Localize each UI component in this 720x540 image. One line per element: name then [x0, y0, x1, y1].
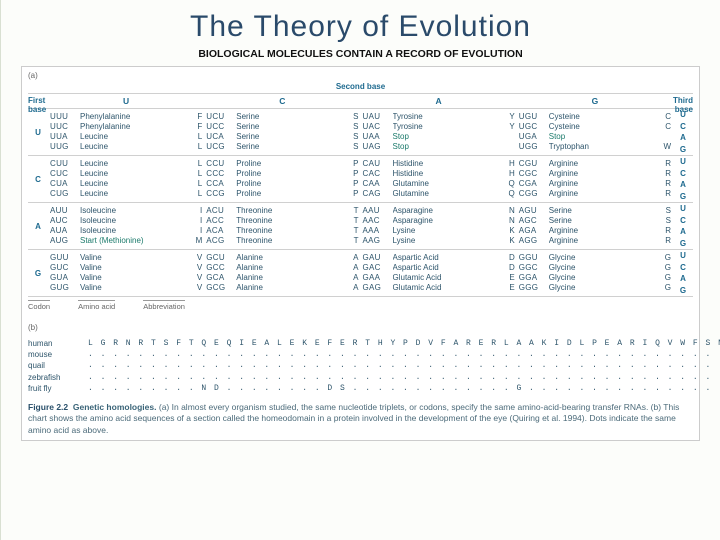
codon-cell: ACUThreonineTACCThreonineTACAThreonineTA…: [204, 203, 360, 250]
codon-cell: AUUIsoleucineIAUCIsoleucineIAUAIsoleucin…: [48, 203, 204, 250]
codon-cell: CUULeucineLCUCLeucineLCUALeucineLCUGLeuc…: [48, 156, 204, 203]
col-header: C: [204, 94, 360, 109]
codon-cell: UGUCysteineCUGCCysteineCUGAStopUGGTrypto…: [517, 109, 673, 156]
row-header: A: [28, 203, 48, 250]
species-seq: . . . . . . . . . . . . . . . . . . . . …: [88, 372, 720, 383]
second-base-header: Second base: [28, 82, 693, 91]
legend-ab: Abbreviation: [143, 300, 185, 311]
codon-cell: UAUTyrosineYUACTyrosineYUAAStopUAGStop: [361, 109, 517, 156]
part-a-tag: (a): [28, 71, 693, 80]
species-seq: . . . . . . . . . . . . . . . . . . . . …: [88, 360, 720, 371]
table-legend: Codon Amino acid Abbreviation: [28, 300, 693, 311]
third-base-col: UCAG: [673, 203, 693, 250]
col-header: G: [517, 94, 673, 109]
species-name: human: [28, 338, 84, 349]
row-header: U: [28, 109, 48, 156]
legend-aa: Amino acid: [78, 300, 115, 311]
species-name: zebrafish: [28, 372, 84, 383]
codon-cell: UUUPhenylalanineFUUCPhenylalanineFUUALeu…: [48, 109, 204, 156]
third-base-header: Thirdbase: [673, 96, 693, 114]
third-base-col: UCAG: [673, 156, 693, 203]
codon-grid: UCAGUUUUPhenylalanineFUUCPhenylalanineFU…: [28, 93, 693, 297]
species-name: fruit fly: [28, 383, 84, 394]
species-seq: L G R N R T S F T Q E Q I E A L E K E F …: [88, 338, 720, 349]
species-name: quail: [28, 360, 84, 371]
figure-caption: Figure 2.2 Genetic homologies. (a) In al…: [28, 402, 693, 436]
codon-cell: GAUAspartic AcidDGACAspartic AcidDGAAGlu…: [361, 250, 517, 297]
codon-cell: CGUArginineRCGCArginineRCGAArginineRCGGA…: [517, 156, 673, 203]
legend-codon: Codon: [28, 300, 50, 311]
slide-subtitle: BIOLOGICAL MOLECULES CONTAIN A RECORD OF…: [21, 48, 700, 60]
codon-cell: CAUHistidineHCACHistidineHCAAGlutamineQC…: [361, 156, 517, 203]
codon-cell: GCUAlanineAGCCAlanineAGCAAlanineAGCGAlan…: [204, 250, 360, 297]
homology-table: humanL G R N R T S F T Q E Q I E A L E K…: [28, 338, 693, 394]
species-seq: . . . . . . . . . N D . . . . . . . . D …: [88, 383, 720, 394]
codon-cell: GUUValineVGUCValineVGUAValineVGUGValineV: [48, 250, 204, 297]
first-base-header: Firstbase: [28, 96, 46, 114]
codon-cell: AGUSerineSAGCSerineSAGAArginineRAGGArgin…: [517, 203, 673, 250]
caption-title: Genetic homologies.: [73, 402, 157, 412]
third-base-col: UCAG: [673, 109, 693, 156]
row-header: C: [28, 156, 48, 203]
third-base-col: UCAG: [673, 250, 693, 297]
codon-cell: GGUGlycineGGGCGlycineGGGAGlycineGGGGGlyc…: [517, 250, 673, 297]
slide: The Theory of Evolution BIOLOGICAL MOLEC…: [0, 0, 720, 540]
row-header: G: [28, 250, 48, 297]
species-name: mouse: [28, 349, 84, 360]
col-header: A: [361, 94, 517, 109]
codon-cell: CCUProlinePCCCProlinePCCAProlinePCCGProl…: [204, 156, 360, 203]
species-seq: . . . . . . . . . . . . . . . . . . . . …: [88, 349, 720, 360]
figure-box: (a) Firstbase Second base Thirdbase UCAG…: [21, 66, 700, 441]
codon-cell: UCUSerineSUCCSerineSUCASerineSUCGSerineS: [204, 109, 360, 156]
codon-table: Firstbase Second base Thirdbase UCAGUUUU…: [28, 82, 693, 311]
slide-title: The Theory of Evolution: [21, 10, 700, 44]
codon-cell: AAUAsparagineNAACAsparagineNAAALysineKAA…: [361, 203, 517, 250]
part-b: (b) humanL G R N R T S F T Q E Q I E A L…: [28, 323, 693, 394]
col-header: U: [48, 94, 204, 109]
part-b-tag: (b): [28, 323, 693, 332]
caption-fig: Figure 2.2: [28, 402, 68, 412]
